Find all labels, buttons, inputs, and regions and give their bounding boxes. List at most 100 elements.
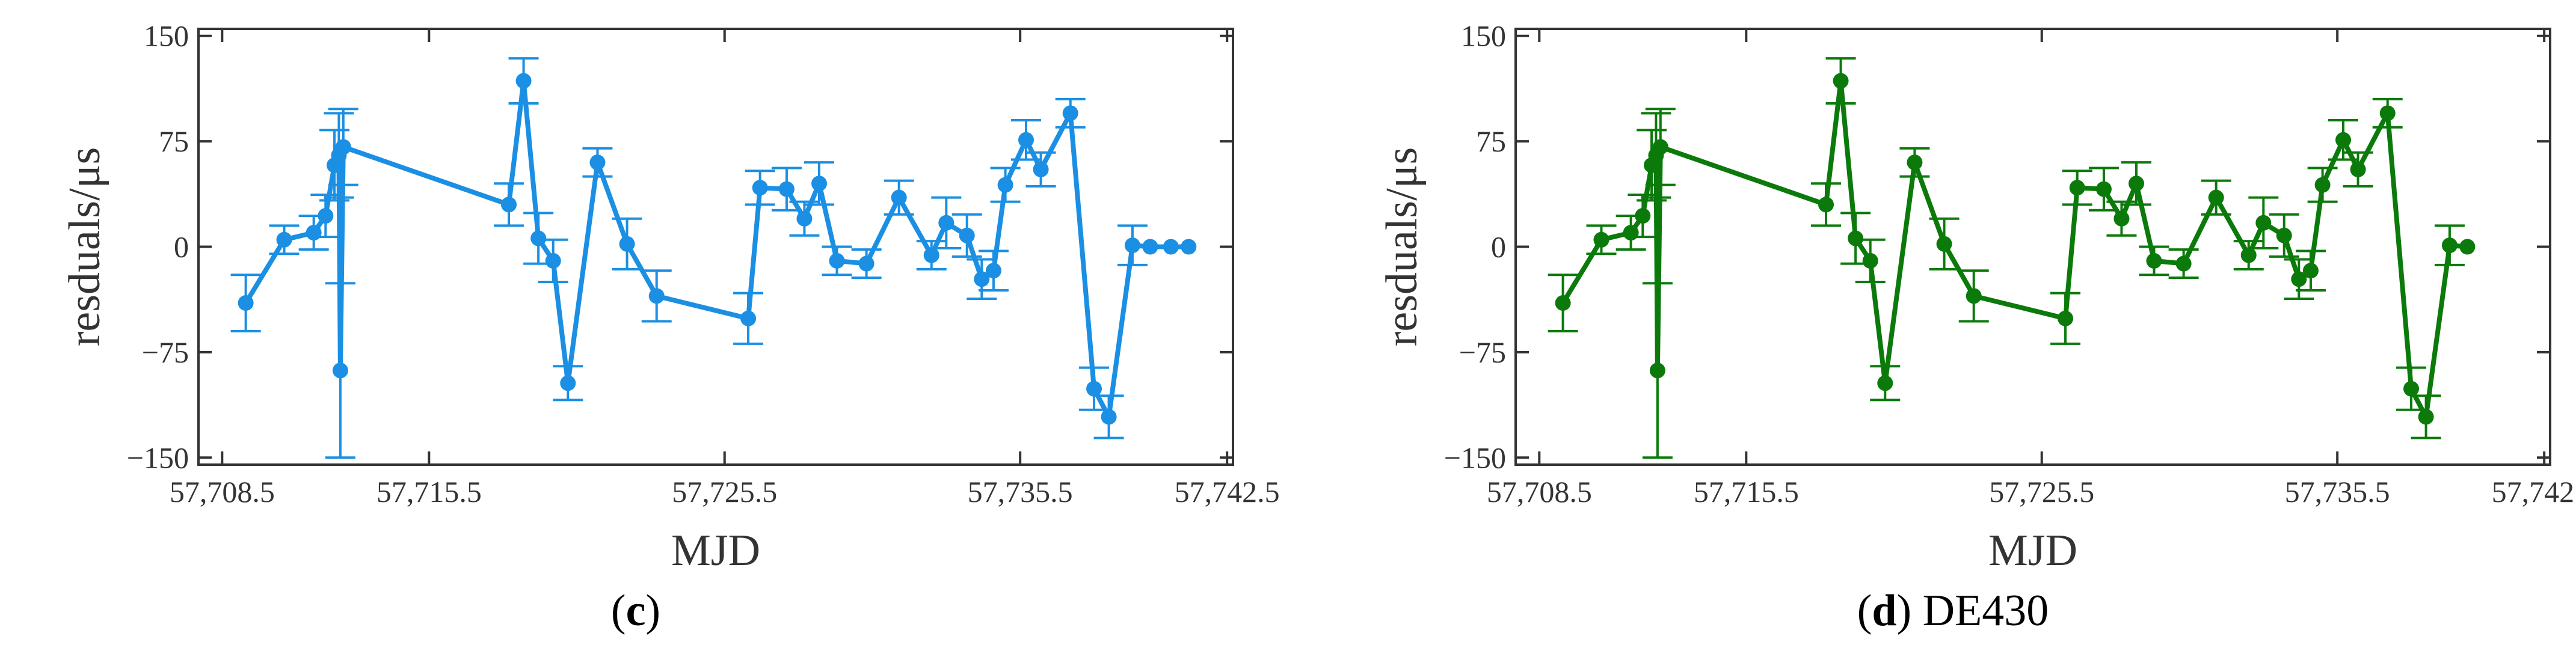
caption-paren-close: ) [1897,586,1912,635]
data-point [1848,230,1864,246]
data-point [335,139,351,155]
x-axis-title: MJD [1988,526,2077,575]
data-point [1833,73,1849,89]
plot-frame [1514,28,2551,466]
x-tick-label: 57,715.5 [1694,475,1799,509]
caption-letter: d [1872,586,1896,635]
series-line [1560,78,2470,420]
data-point [276,231,292,248]
y-tick-label: −150 [127,441,189,474]
y-tick-label: 0 [174,230,189,264]
data-point [2418,409,2434,425]
y-axis-title: resduals/μs [60,147,109,347]
data-point [2208,189,2224,206]
data-point [959,227,975,243]
data-point [2314,177,2331,193]
data-point [648,288,665,304]
y-tick-label: 150 [144,19,189,53]
data-point [1623,225,1639,241]
data-point [332,362,348,379]
data-point [2095,181,2112,197]
y-tick-label: 0 [1491,230,1506,264]
caption-paren-close: ) [645,586,660,635]
x-tick-label: 57,742.5 [2492,475,2576,509]
data-point [2302,263,2319,279]
x-tick-label: 57,715.5 [377,475,482,509]
data-point [923,247,939,263]
data-point [2459,239,2476,255]
data-point [2113,210,2130,227]
data-point [1818,197,1834,213]
data-point [1649,362,1665,379]
panel-caption: (c) [611,586,660,635]
data-point [2240,247,2257,263]
data-point [1124,237,1140,254]
data-point [974,271,990,287]
data-point [1635,208,1651,224]
x-tick-label: 57,735.5 [968,475,1073,509]
x-axis-title: MJD [671,526,760,575]
data-point [501,197,517,213]
data-point [318,208,334,224]
caption-paren-open: ( [611,586,626,635]
y-tick-label: 150 [1461,19,1506,53]
data-point [1652,139,1668,155]
data-point [1862,252,1878,269]
data-point [1936,236,1952,252]
data-point [1877,375,1893,391]
data-point [829,252,845,269]
data-point [589,154,606,171]
data-point [985,263,1001,279]
data-point [740,310,757,326]
plot-frame [197,28,1234,466]
series-line [243,78,1191,420]
data-point [2058,310,2074,326]
data-point [858,255,875,272]
data-point [1018,132,1034,148]
data-point [2146,252,2162,269]
data-point [1033,161,1049,177]
data-point [1062,105,1078,121]
data-point [2379,105,2396,121]
x-tick-label: 57,708.5 [170,475,275,509]
data-point [306,225,322,241]
data-point [796,210,813,227]
y-tick-label: −75 [142,335,189,369]
data-point [1142,239,1158,255]
x-tick-label: 57,725.5 [1989,475,2094,509]
data-point [2335,132,2351,148]
y-axis-title: resduals/μs [1377,147,1427,347]
data-point [2291,271,2307,287]
data-point [938,215,954,231]
data-point [1181,239,1197,255]
data-point [2175,255,2192,272]
caption-text: DE430 [1911,586,2049,635]
data-point [1086,381,1102,397]
x-tick-label: 57,735.5 [2285,475,2390,509]
y-tick-label: −150 [1444,441,1506,474]
y-tick-label: −75 [1459,335,1506,369]
data-point [2441,237,2458,254]
data-point [891,189,907,206]
data-point [997,177,1013,193]
data-point [1907,154,1923,171]
data-point [1593,231,1609,248]
data-point [2129,176,2144,192]
data-point [2069,180,2085,196]
data-point [238,295,254,311]
y-tick-label: 75 [159,124,189,158]
data-point [778,181,795,197]
x-tick-label: 57,708.5 [1487,475,1592,509]
data-point [2350,161,2366,177]
data-point [560,375,576,391]
data-point [2403,381,2420,397]
data-point [2255,215,2272,231]
data-point [752,180,768,196]
data-point [811,176,827,192]
x-tick-label: 57,725.5 [672,475,777,509]
data-point [515,73,532,89]
data-point [1101,409,1117,425]
